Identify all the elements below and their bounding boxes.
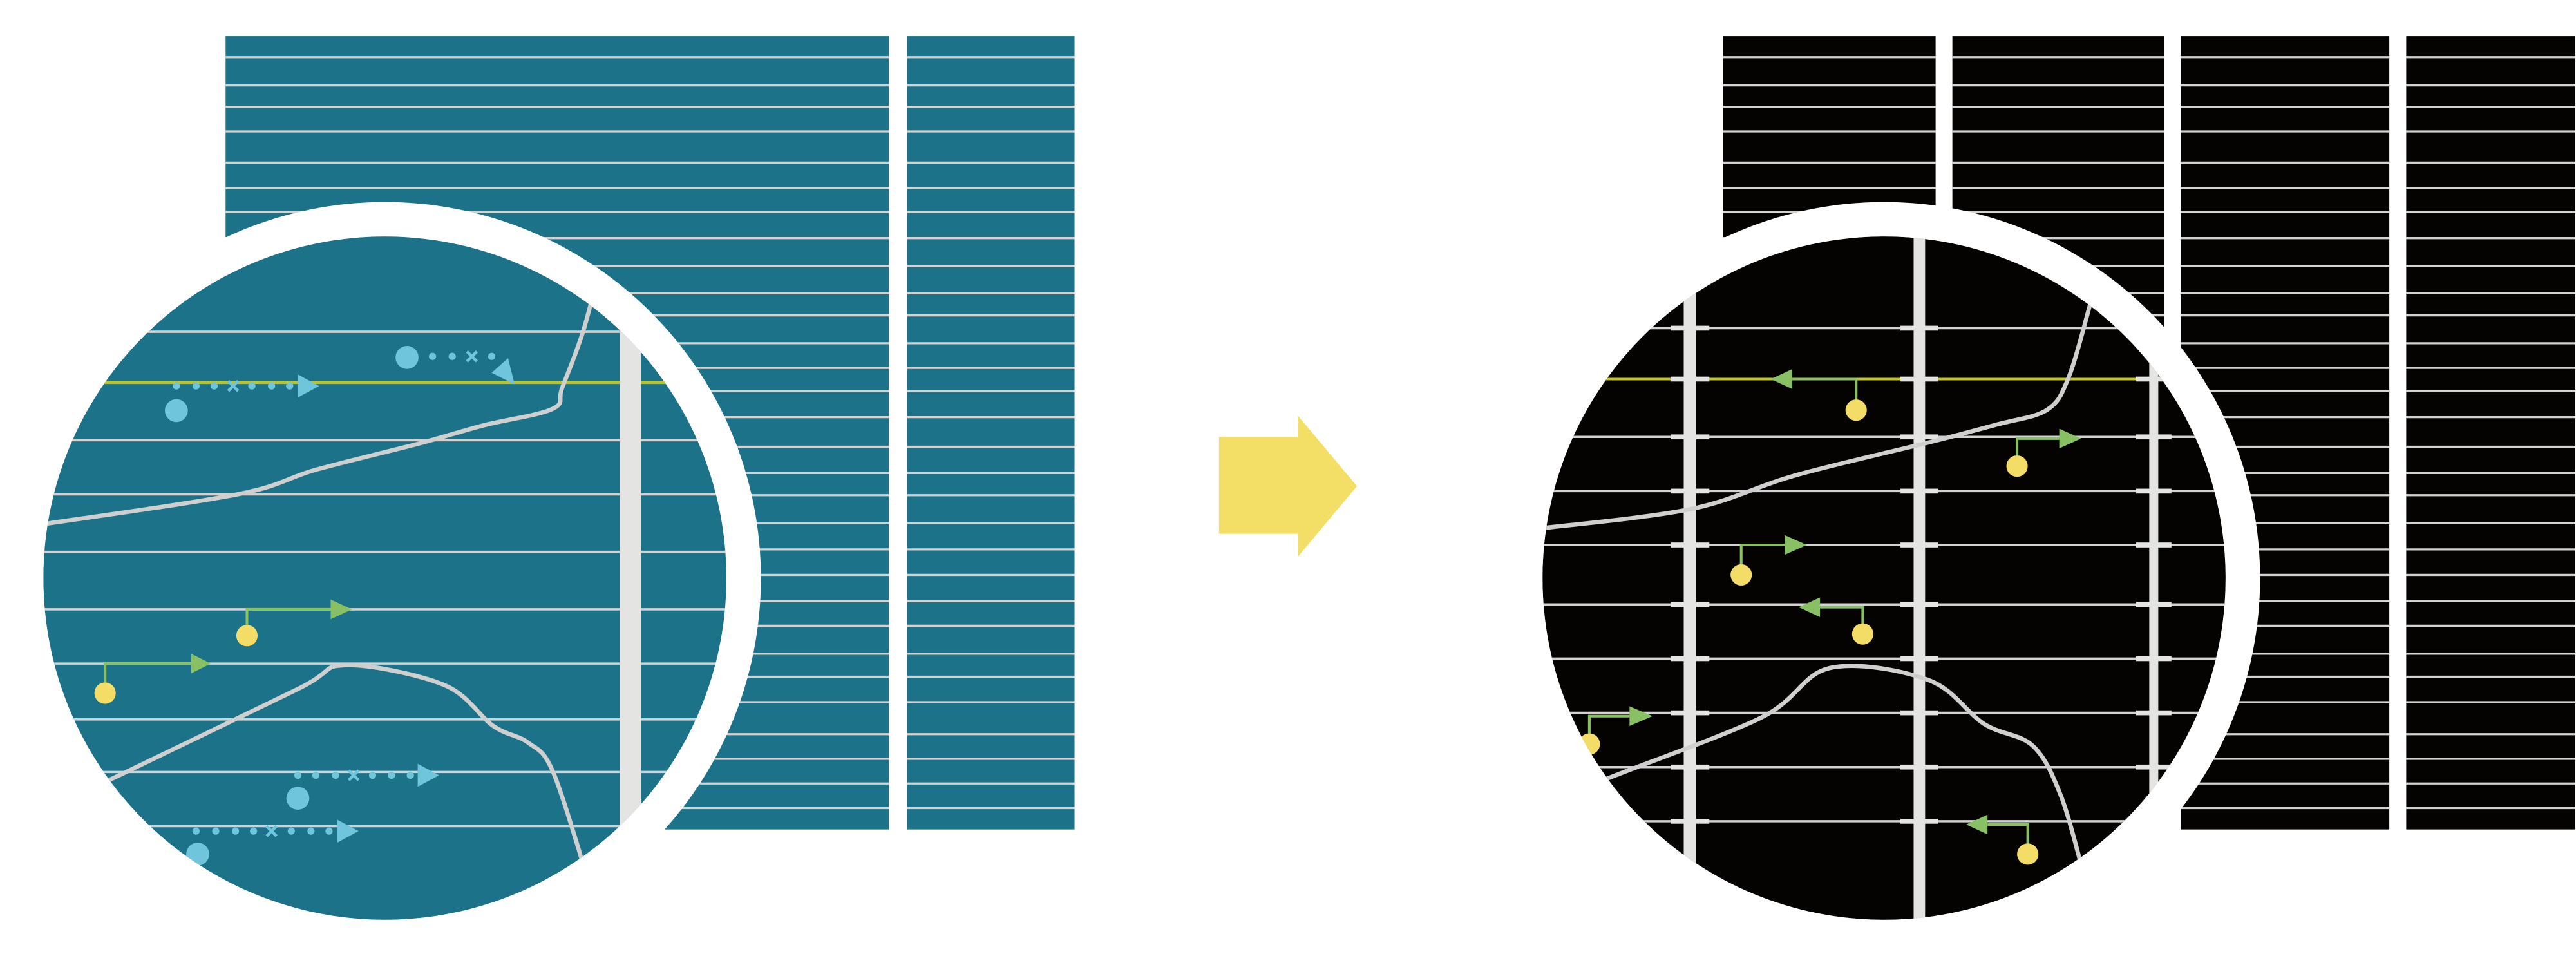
tick-mark [2136, 602, 2172, 607]
tick-mark [2136, 542, 2172, 548]
lens-content [1542, 236, 2226, 920]
tick-mark [1900, 602, 1938, 607]
lens-content [43, 236, 726, 920]
dot-marker [232, 827, 240, 835]
tick-mark [1671, 764, 1710, 770]
tick-mark [1900, 488, 1938, 494]
dot-marker [312, 771, 320, 779]
grid-block [2406, 36, 2576, 830]
tick-mark [1900, 434, 1938, 440]
tick-mark [1671, 376, 1710, 382]
vertical-bar [2149, 236, 2159, 920]
dot-marker [488, 352, 495, 360]
start-point [395, 345, 419, 369]
origin-dot [1730, 564, 1752, 586]
tick-mark [1671, 542, 1710, 548]
tick-mark [1671, 656, 1710, 662]
arrowhead-icon [2059, 428, 2081, 449]
curve [81, 663, 587, 872]
dot-marker [192, 827, 200, 835]
origin-dot [1845, 399, 1867, 421]
tick-mark [1671, 710, 1710, 716]
arrowhead-icon [298, 374, 319, 398]
vertical-bar [620, 236, 641, 920]
start-point [164, 399, 188, 423]
tick-mark [1671, 819, 1710, 824]
cross-marker-icon [227, 379, 240, 392]
arrowhead-icon [330, 599, 352, 620]
dot-marker [294, 771, 302, 779]
dot-marker [307, 827, 315, 835]
tick-mark [1900, 656, 1938, 662]
curve [43, 287, 598, 528]
vertical-bar [1913, 236, 1926, 920]
dot-marker [268, 382, 276, 390]
tick-mark [2136, 376, 2172, 382]
origin-dot [2017, 843, 2039, 865]
tick-mark [1900, 542, 1938, 548]
tick-mark [2136, 656, 2172, 662]
vertical-bar [1683, 236, 1696, 920]
tick-mark [2136, 764, 2172, 770]
tick-mark [1671, 325, 1710, 331]
start-point [186, 843, 209, 866]
arrowhead-icon [1798, 597, 1821, 617]
dot-marker [332, 771, 339, 779]
tick-mark [1900, 376, 1938, 382]
dot-marker [192, 382, 200, 390]
tick-mark [1900, 325, 1938, 331]
dot-marker [248, 382, 256, 390]
tick-mark [1900, 819, 1938, 824]
arrowhead-icon [491, 358, 515, 385]
tick-mark [2136, 710, 2172, 716]
dot-marker [368, 771, 377, 779]
dot-marker [210, 382, 218, 390]
origin-dot [236, 625, 258, 647]
arrowhead-icon [1629, 706, 1653, 726]
tick-mark [1900, 764, 1938, 770]
tick-mark [1671, 602, 1710, 607]
after-panel [1508, 36, 2576, 955]
tick-mark [2136, 434, 2172, 440]
arrowhead-icon [1770, 369, 1792, 389]
cross-marker-icon [466, 350, 478, 363]
arrowhead-icon [337, 819, 359, 843]
start-point [286, 787, 310, 810]
dot-marker [250, 827, 258, 835]
tick-mark [1900, 710, 1938, 716]
dot-marker [287, 827, 295, 835]
dot-marker [448, 352, 456, 360]
lens-background [1542, 236, 2226, 920]
origin-dot [94, 682, 116, 704]
origin-dot [2006, 455, 2028, 477]
before-panel [8, 36, 1075, 955]
origin-dot [1852, 623, 1873, 645]
dot-marker [406, 771, 414, 779]
arrowhead-icon [191, 653, 211, 674]
grid-block [907, 36, 1075, 830]
dot-marker [428, 352, 437, 360]
arrowhead-icon [417, 763, 439, 787]
arrowhead-icon [1966, 814, 1988, 835]
curve [1575, 664, 2085, 872]
arrowhead-icon [1785, 535, 1807, 555]
tick-mark [2136, 488, 2172, 494]
dot-marker [212, 827, 220, 835]
dot-marker [325, 827, 333, 835]
curve [1542, 278, 2098, 531]
dot-marker [286, 382, 294, 390]
cross-marker-icon [265, 825, 278, 837]
dot-marker [388, 771, 395, 779]
tick-mark [1671, 434, 1710, 440]
right-arrow-icon [1218, 415, 1358, 557]
transition-arrow [1218, 415, 1358, 557]
tick-mark [1671, 488, 1710, 494]
dot-marker [173, 382, 180, 390]
cross-marker-icon [347, 769, 360, 781]
